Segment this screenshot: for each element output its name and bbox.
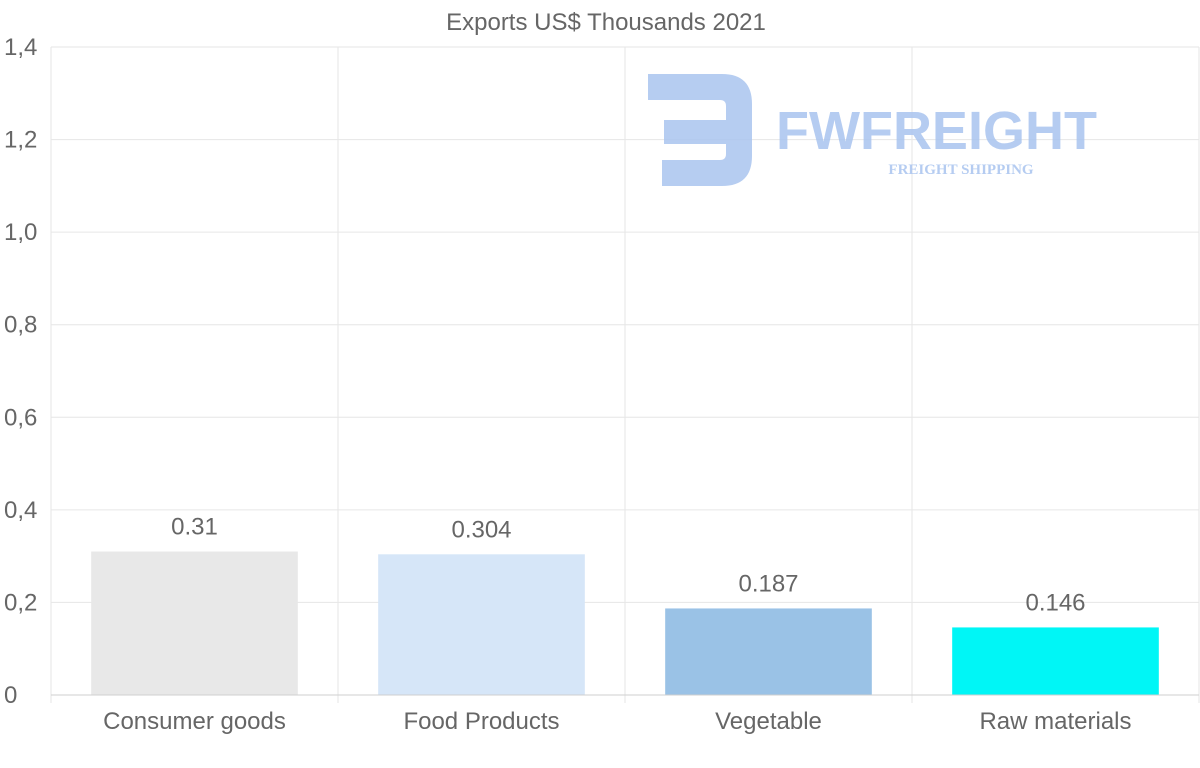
logo-mark-icon (648, 74, 752, 186)
y-tick-label: 1,4 (4, 34, 37, 61)
y-tick-label: 0,8 (4, 312, 37, 339)
bar-value-label: 0.146 (1025, 589, 1085, 616)
y-tick-label: 1,2 (4, 127, 37, 154)
bars: 0.31 0.304 0.187 0.146 (91, 514, 1159, 695)
x-category-label: Food Products (403, 708, 559, 735)
bar (665, 608, 872, 695)
y-tick-label: 0,4 (4, 497, 37, 524)
y-tick-label: 1,0 (4, 219, 37, 246)
watermark-tagline: FREIGHT SHIPPING (888, 162, 1033, 178)
y-tick-label: 0 (4, 682, 17, 709)
bar-value-label: 0.31 (171, 514, 218, 541)
bar (91, 551, 298, 695)
bar-value-label: 0.304 (451, 516, 511, 543)
y-tick-label: 0,2 (4, 589, 37, 616)
x-category-label: Raw materials (979, 708, 1131, 735)
watermark-brand: FWFREIGHT (776, 101, 1097, 161)
watermark-logo: FWFREIGHT FREIGHT SHIPPING (648, 74, 1097, 186)
grid (50, 46, 1200, 703)
axes: 0 0,2 0,4 0,6 0,8 1,0 1,2 1,4 Consumer goods Food… (4, 34, 1199, 735)
bar (378, 554, 585, 695)
x-category-label: Vegetable (715, 708, 822, 735)
x-category-label: Consumer goods (103, 708, 286, 735)
bar (952, 627, 1159, 695)
chart-title: Exports US$ Thousands 2021 (446, 9, 766, 36)
y-tick-label: 0,6 (4, 404, 37, 431)
bar-value-label: 0.187 (738, 570, 798, 597)
